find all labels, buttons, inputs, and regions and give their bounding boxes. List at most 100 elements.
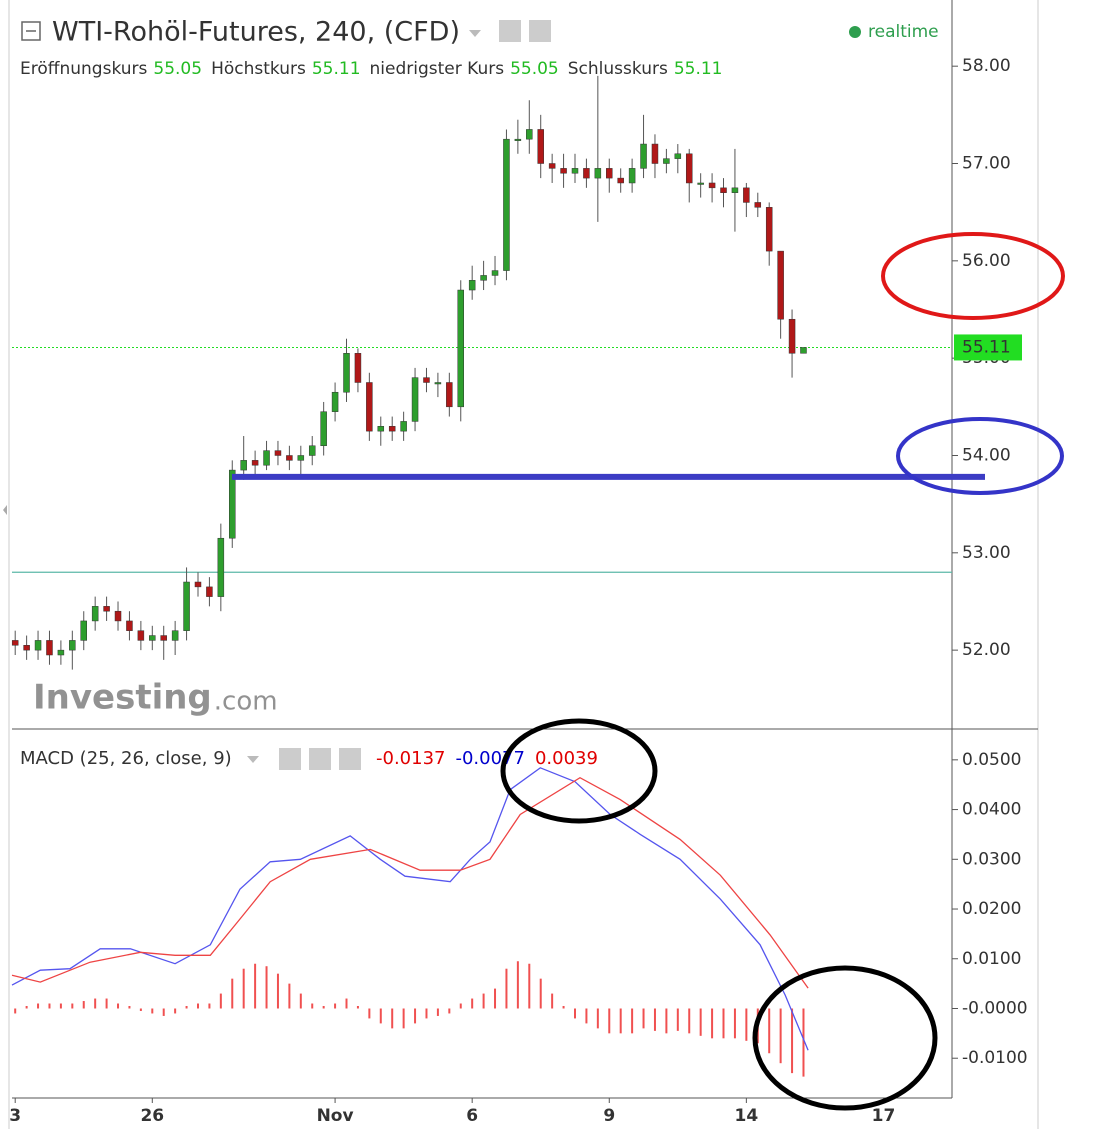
dropdown-icon[interactable] (469, 30, 481, 37)
candle-body (800, 347, 807, 354)
candle-body (46, 640, 53, 656)
y-tick-label: -0.0000 (962, 998, 1028, 1018)
gear-icon[interactable] (529, 20, 551, 42)
candle-body (674, 153, 682, 159)
candle-body (777, 250, 784, 320)
macd-readout: 0.0039 (535, 748, 598, 769)
ohlc-name: niedrigster Kurs (370, 59, 505, 79)
y-tick-label: 0.0400 (962, 800, 1021, 820)
close-icon[interactable] (339, 748, 361, 770)
y-tick-label: 0.0500 (962, 750, 1021, 770)
ohlc-value: 55.11 (312, 59, 361, 79)
macd-line (11, 776, 809, 989)
ohlc-name: Schlusskurs (568, 59, 668, 79)
candle-body (103, 606, 110, 612)
candle-body (571, 168, 579, 174)
candle-body (240, 460, 247, 471)
candle-body (765, 207, 773, 252)
y-tick-label: 57.00 (962, 154, 1011, 174)
candle-body (697, 182, 704, 185)
candle-body (720, 187, 727, 193)
candle-body (583, 168, 590, 179)
candle-body (114, 610, 122, 622)
candle-body (149, 635, 156, 641)
candle-body (788, 318, 796, 354)
candle-body (685, 153, 693, 184)
ohlc-name: Eröffnungskurs (20, 59, 148, 79)
candle-body (434, 382, 442, 385)
candle-body (708, 182, 716, 189)
candle-body (69, 640, 76, 651)
candle-body (480, 275, 487, 281)
candle-body (743, 187, 750, 203)
candle-body (514, 138, 522, 141)
collapse-arrow[interactable] (3, 505, 7, 515)
annotation-circle (752, 965, 938, 1111)
candle-body (126, 620, 133, 631)
status: realtime (868, 22, 939, 42)
dropdown-icon[interactable] (247, 756, 259, 763)
status-dot (849, 26, 861, 38)
candle-body (548, 163, 556, 169)
candle-body (80, 620, 87, 641)
candle-body (57, 649, 65, 656)
candle-body (640, 143, 647, 169)
macd-readout: -0.0077 (455, 748, 524, 769)
collapse-icon[interactable] (21, 21, 41, 41)
candle-body (617, 177, 624, 184)
y-tick-label: 58.00 (962, 56, 1011, 76)
ohlc-name: Höchstkurs (211, 59, 306, 79)
watermark: Investing (33, 678, 212, 718)
candle-body (91, 606, 99, 622)
last-price-label: 55.11 (962, 337, 1011, 357)
candle-body (503, 138, 510, 271)
candle-body (263, 450, 270, 466)
macd-line (11, 767, 809, 1051)
candle-body (526, 129, 533, 140)
candle-body (446, 382, 453, 408)
eye-icon[interactable] (499, 20, 521, 42)
candle-body (423, 377, 430, 383)
candle-body (468, 280, 476, 291)
y-tick-label: -0.0100 (962, 1048, 1028, 1068)
chart-title: WTI-Rohöl-Futures, 240, (CFD) (52, 17, 460, 48)
candle-body (183, 581, 190, 631)
candle-body (194, 581, 202, 588)
candle-body (343, 353, 350, 393)
y-tick-label: 56.00 (962, 251, 1011, 271)
candle-body (491, 270, 499, 276)
candle-body (377, 426, 385, 432)
gear-icon[interactable] (309, 748, 331, 770)
annotation-circle (896, 417, 1064, 495)
x-tick-label: 6 (466, 1106, 478, 1126)
candle-body (411, 377, 419, 422)
x-tick-label: Nov (317, 1106, 354, 1126)
watermark: .com (214, 687, 278, 717)
candle-body (663, 158, 670, 164)
candle-body (171, 630, 179, 641)
eye-icon[interactable] (279, 748, 301, 770)
candle-body (388, 426, 396, 432)
candle-body (251, 460, 259, 466)
candle-body (628, 168, 636, 184)
y-tick-label: 53.00 (962, 543, 1011, 563)
x-tick-label: 17 (872, 1106, 896, 1126)
candle-body (320, 411, 327, 447)
last-price-box (954, 334, 1022, 361)
candle-body (400, 421, 407, 432)
ohlc-value: 55.05 (153, 59, 202, 79)
candle-body (137, 630, 145, 641)
candle-body (560, 168, 567, 174)
macd-title: MACD (25, 26, close, 9) (20, 748, 232, 769)
candle-body (537, 129, 544, 164)
y-tick-label: 54.00 (962, 445, 1011, 465)
candle-body (34, 640, 42, 651)
y-tick-label: 0.0300 (962, 849, 1021, 869)
x-tick-label: 3 (9, 1106, 21, 1126)
y-tick-label: 52.00 (962, 640, 1011, 660)
candle-body (274, 450, 282, 456)
candle-body (160, 635, 167, 641)
candle-body (297, 455, 305, 461)
